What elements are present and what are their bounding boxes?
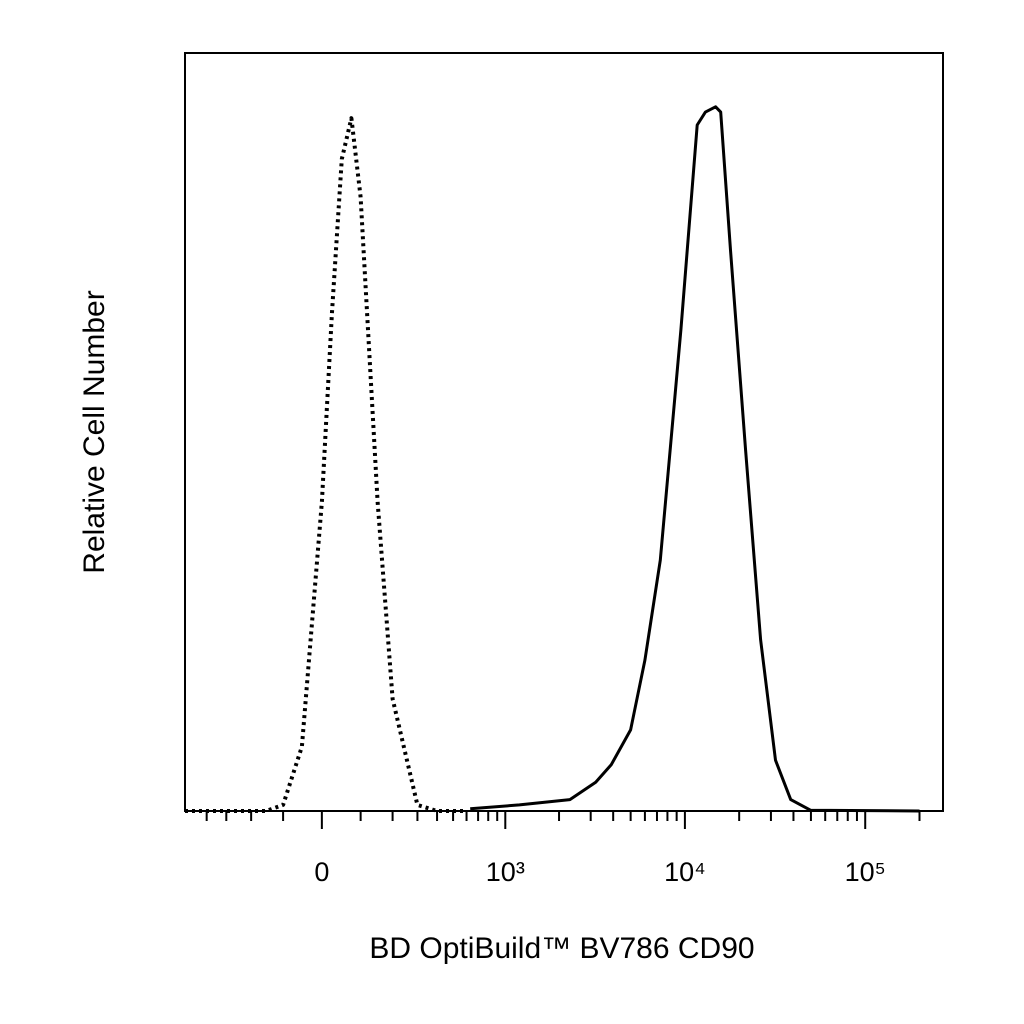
- x-tick-label: 0: [314, 857, 329, 887]
- y-axis-title: Relative Cell Number: [78, 290, 111, 573]
- x-tick-label: 10⁴: [664, 857, 706, 887]
- x-axis-title: BD OptiBuild™ BV786 CD90: [369, 932, 754, 965]
- plot-frame: [184, 52, 944, 812]
- histogram-line: [470, 105, 920, 813]
- histogram-line: [185, 116, 467, 813]
- x-tick-label: 10³: [486, 857, 525, 887]
- x-tick-label: 10⁵: [845, 857, 886, 887]
